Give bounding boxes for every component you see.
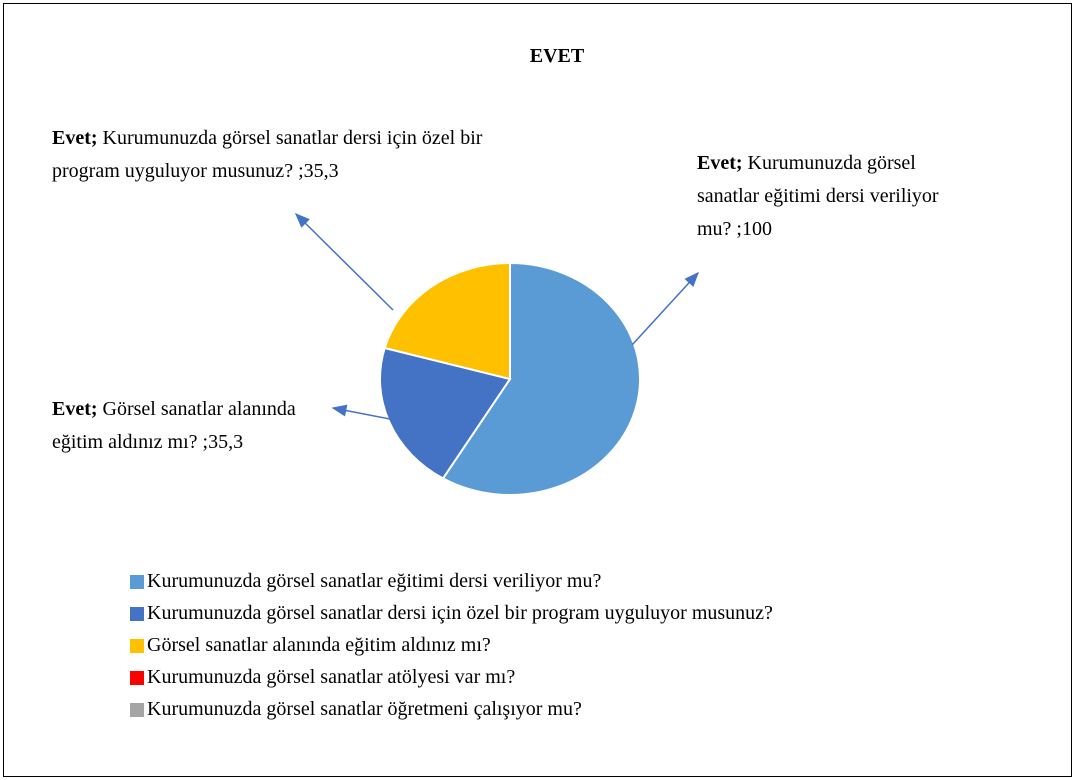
legend-entry: Kurumunuzda görsel sanatlar dersi için ö… bbox=[130, 602, 773, 625]
legend-entry: Kurumunuzda görsel sanatlar atölyesi var… bbox=[130, 666, 515, 689]
legend-label: Kurumunuzda görsel sanatlar atölyesi var… bbox=[147, 666, 516, 688]
pie bbox=[379, 261, 641, 496]
legend-swatch bbox=[130, 670, 144, 685]
legend-label: Kurumunuzda görsel sanatlar dersi için ö… bbox=[147, 602, 773, 624]
legend-label: Kurumunuzda görsel sanatlar eğitimi ders… bbox=[147, 570, 602, 592]
legend-label: Kurumunuzda görsel sanatlar öğretmeni ça… bbox=[147, 698, 582, 720]
data-label-prefix: Evet; bbox=[52, 127, 98, 149]
arrow bbox=[631, 271, 700, 346]
legend-label: Görsel sanatlar alanında eğitim aldınız … bbox=[147, 634, 491, 656]
legend-entry: Kurumunuzda görsel sanatlar öğretmeni ça… bbox=[130, 698, 582, 721]
data-label: Evet; Kurumunuzda görsel sanatlar dersi … bbox=[52, 122, 552, 188]
arrow bbox=[294, 212, 394, 311]
pie-slice bbox=[441, 261, 641, 496]
legend-swatch bbox=[130, 638, 144, 653]
pie-slice bbox=[379, 346, 512, 480]
data-label-text: Kurumunuzda görsel sanatlar dersi için ö… bbox=[52, 127, 483, 182]
data-label: Evet; Kurumunuzda görsel sanatlar eğitim… bbox=[697, 147, 967, 246]
legend-swatch bbox=[130, 702, 144, 717]
legend-entry: Görsel sanatlar alanında eğitim aldınız … bbox=[130, 634, 491, 657]
data-label-text: Kurumunuzda görsel sanatlar eğitimi ders… bbox=[697, 152, 939, 240]
pie-slice bbox=[383, 261, 511, 381]
legend-entry: Kurumunuzda görsel sanatlar eğitimi ders… bbox=[130, 570, 601, 593]
arrow bbox=[331, 404, 396, 421]
data-label: Evet; Görsel sanatlar alanında eğitim al… bbox=[52, 393, 317, 459]
data-label-text: Görsel sanatlar alanında eğitim aldınız … bbox=[52, 398, 296, 453]
legend-swatch bbox=[130, 574, 144, 589]
frame bbox=[3, 3, 1072, 777]
data-label-prefix: Evet; bbox=[697, 152, 743, 174]
data-label-prefix: Evet; bbox=[52, 398, 98, 420]
chart-title: EVET bbox=[530, 45, 585, 67]
legend-swatch bbox=[130, 606, 144, 621]
